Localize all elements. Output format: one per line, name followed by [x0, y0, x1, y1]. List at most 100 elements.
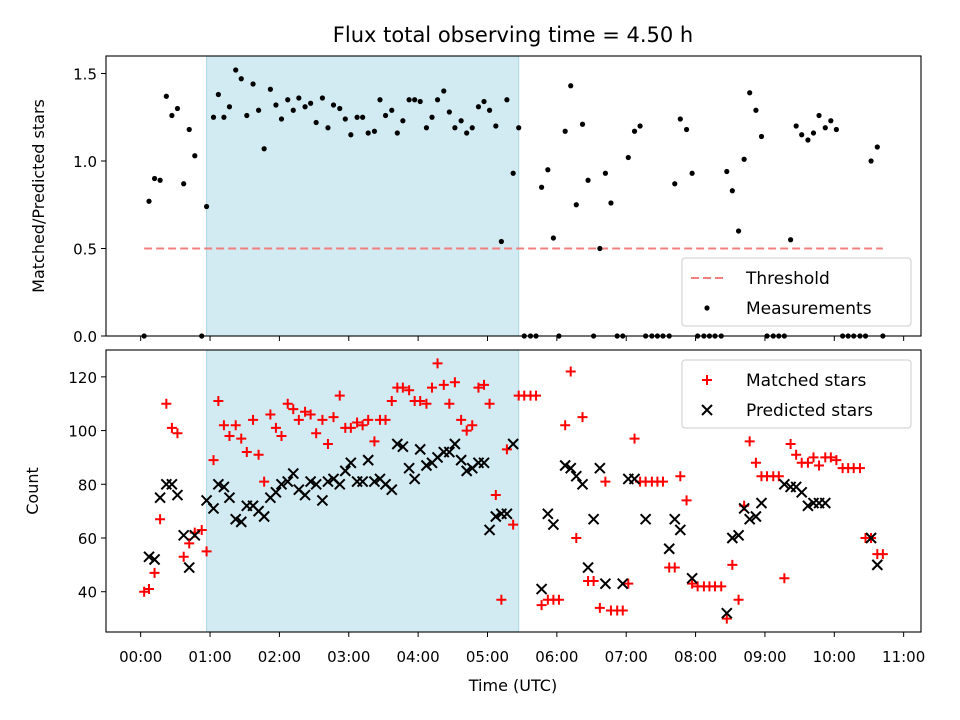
- measurements-point: [689, 170, 695, 176]
- matched-stars-point: [144, 584, 155, 595]
- predicted-stars-point: [507, 438, 519, 450]
- measurements-point: [308, 100, 314, 106]
- matched-stars-point: [397, 382, 408, 393]
- predicted-stars-point: [587, 513, 600, 525]
- predicted-stars-point: [362, 454, 374, 466]
- predicted-stars-point: [223, 492, 236, 504]
- measurements-point: [261, 146, 267, 152]
- measurements-point: [203, 203, 210, 210]
- predicted-stars-point: [189, 529, 201, 542]
- matched-stars-point: [300, 406, 311, 417]
- measurements-point: [267, 86, 273, 92]
- x-tick-label: 07:00: [605, 648, 648, 666]
- predicted-stars-point: [339, 465, 352, 477]
- matched-stars-point: [322, 439, 333, 449]
- predicted-stars-point: [478, 457, 490, 469]
- predicted-stars-point: [750, 510, 762, 523]
- y-axis-label: Matched/Predicted stars: [29, 99, 48, 293]
- legend-label: Predicted stars: [746, 401, 873, 421]
- axes-frame: [105, 55, 922, 337]
- measurements-point: [822, 125, 828, 131]
- matched-stars-point: [248, 414, 259, 425]
- measurements-point: [573, 202, 579, 208]
- matched-stars-point: [744, 436, 755, 447]
- measurements-point: [868, 158, 874, 164]
- measurements-point: [441, 88, 447, 94]
- measurements-point: [186, 126, 192, 133]
- x-tick-label: 05:00: [466, 648, 509, 666]
- matched-stars-point: [236, 433, 247, 444]
- measurements-point: [735, 228, 742, 234]
- measurements-point: [677, 116, 683, 122]
- matched-stars-point: [531, 390, 542, 401]
- matched-stars-point: [149, 567, 160, 578]
- predicted-stars-point: [386, 483, 398, 496]
- predicted-stars-point: [865, 532, 877, 544]
- predicted-stars-point: [726, 532, 739, 544]
- matched-stars-point: [831, 455, 842, 466]
- matched-stars-point: [161, 398, 172, 409]
- measurements-point: [625, 154, 631, 161]
- predicted-stars-point: [235, 516, 247, 528]
- matched-stars-point: [467, 420, 478, 431]
- measurements-point: [192, 153, 198, 159]
- measurements-point: [585, 177, 591, 183]
- measurements-point: [226, 104, 233, 110]
- matched-stars-point: [345, 422, 356, 433]
- y-tick-label: 80: [78, 476, 97, 494]
- matched-stars-point: [588, 575, 599, 586]
- x-tick-label: 11:00: [882, 648, 925, 666]
- predicted-stars-point: [334, 478, 346, 490]
- matched-stars-point: [352, 417, 363, 428]
- matched-stars-point: [155, 514, 166, 525]
- predicted-stars-point: [547, 518, 560, 531]
- measurements-point: [255, 107, 262, 113]
- predicted-stars-point: [871, 559, 884, 571]
- predicted-stars-point: [628, 473, 641, 485]
- legend-box: [681, 257, 912, 327]
- matched-stars-point: [600, 476, 611, 487]
- predicted-stars-point: [275, 478, 288, 490]
- predicted-stars-point: [304, 475, 317, 488]
- legend-matched-stars-handle: [702, 375, 712, 385]
- measurements-point: [330, 102, 337, 108]
- measurements-point: [325, 125, 331, 131]
- matched-stars-point: [184, 538, 195, 549]
- matched-stars-point: [854, 463, 865, 474]
- matched-stars-point: [270, 422, 281, 433]
- measurements-point: [406, 97, 412, 103]
- predicted-stars-point: [322, 475, 334, 488]
- matched-stars-point: [733, 594, 744, 605]
- measurements-point: [296, 95, 302, 101]
- measurements-point: [602, 170, 609, 176]
- matched-stars-point: [825, 452, 836, 463]
- matched-stars-point: [288, 404, 299, 415]
- matched-stars-point: [479, 379, 490, 390]
- measurements-point: [174, 105, 181, 112]
- predicted-stars-point: [229, 513, 242, 525]
- matched-stars-point: [421, 398, 432, 409]
- predicted-stars-point: [594, 462, 606, 474]
- matched-stars-point: [716, 581, 727, 592]
- measurements-point: [562, 128, 568, 134]
- predicted-stars-point: [143, 551, 155, 563]
- measurements-point: [724, 168, 730, 175]
- measurements-point: [799, 132, 805, 138]
- matched-stars-point: [553, 594, 564, 605]
- matched-stars-point: [773, 471, 784, 482]
- matched-stars-point: [456, 414, 467, 425]
- predicted-stars-point: [166, 478, 178, 490]
- matched-stars-point: [814, 460, 825, 471]
- predicted-stars-point: [212, 478, 225, 490]
- measurements-point: [371, 128, 378, 134]
- predicted-stars-point: [565, 462, 577, 474]
- matched-stars-point: [404, 385, 415, 396]
- matched-stars-point: [681, 495, 692, 506]
- measurements-point: [157, 177, 163, 183]
- predicted-stars-point: [795, 486, 808, 499]
- measurements-point: [810, 130, 817, 136]
- matched-stars-point: [449, 377, 460, 388]
- legend-label: Threshold: [745, 269, 830, 289]
- measurements-point: [874, 144, 880, 150]
- predicted-stars-point: [738, 502, 750, 515]
